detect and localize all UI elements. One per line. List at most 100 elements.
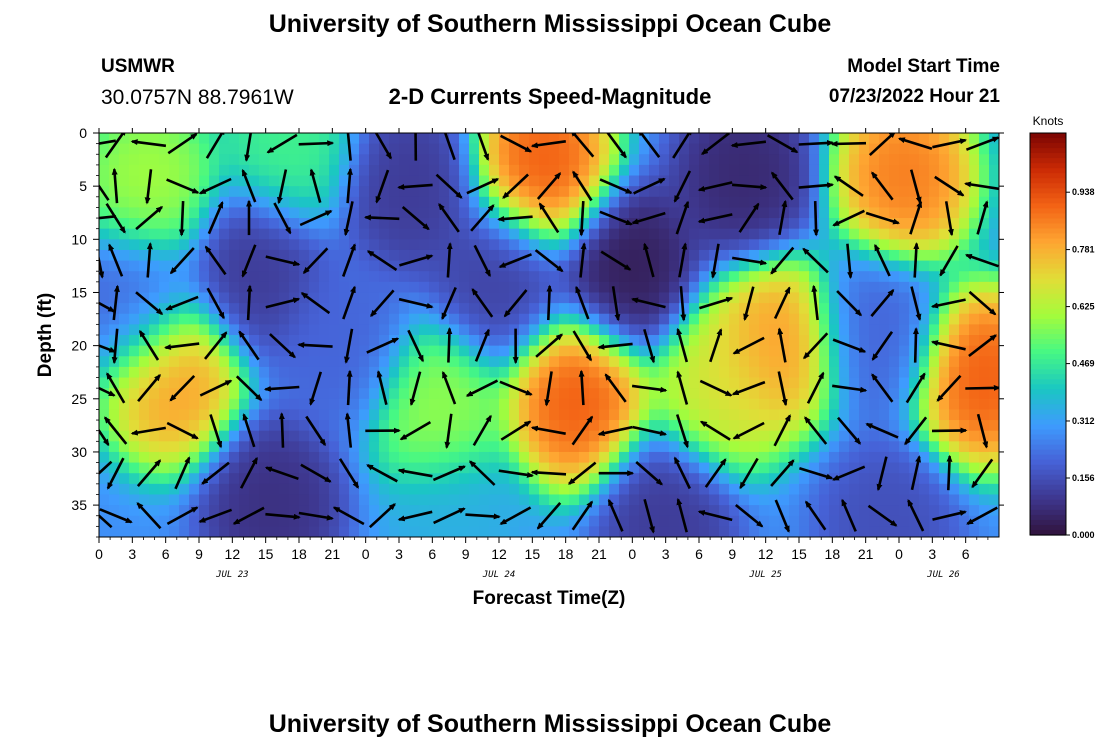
heatmap-cell [659, 324, 670, 336]
heatmap-cell [459, 313, 470, 325]
heatmap-cell [719, 271, 730, 283]
heatmap-cell [489, 207, 500, 219]
heatmap-cell [849, 133, 860, 145]
current-vector-arrow [136, 502, 162, 530]
heatmap-cell [139, 154, 150, 166]
current-vector-arrow [302, 247, 329, 274]
heatmap-cell [289, 409, 300, 421]
heatmap-cell [669, 335, 680, 347]
heatmap-cell [149, 260, 160, 272]
heatmap-cell [159, 228, 170, 240]
heatmap-cell [219, 218, 230, 230]
x-tick-label: 15 [258, 546, 274, 562]
heatmap-cell [259, 260, 270, 272]
heatmap-cell [119, 366, 130, 379]
heatmap-cell [659, 292, 670, 304]
heatmap-cell [829, 164, 840, 177]
heatmap-cell [649, 409, 660, 421]
heatmap-cell [99, 335, 110, 347]
heatmap-cell [969, 483, 980, 496]
heatmap-cell [559, 494, 570, 506]
heatmap-cell [269, 526, 280, 537]
heatmap-cell [549, 462, 560, 474]
heatmap-cell [619, 366, 630, 379]
heatmap-cell [499, 164, 510, 177]
heatmap-cell [459, 398, 470, 411]
heatmap-cell [729, 186, 740, 198]
heatmap-cell [259, 175, 270, 187]
heatmap-cell [419, 292, 430, 304]
colorbar-step [1030, 509, 1066, 516]
heatmap-cell [619, 462, 630, 474]
current-vector-arrow [578, 201, 585, 237]
heatmap-cell [559, 441, 570, 453]
heatmap-cell [469, 292, 480, 304]
heatmap-cell [189, 494, 200, 506]
heatmap-cell [819, 473, 830, 485]
heatmap-cell [479, 345, 490, 357]
heatmap-cell [629, 505, 640, 517]
heatmap-cell [739, 260, 750, 272]
heatmap-cell [529, 409, 540, 421]
heatmap-cell [519, 303, 530, 315]
heatmap-cell [659, 271, 670, 283]
heatmap-cell [569, 398, 580, 411]
current-vector-arrow [471, 288, 494, 318]
current-vector-arrow [111, 167, 119, 204]
heatmap-cell [339, 260, 350, 272]
heatmap-cell [219, 451, 230, 464]
heatmap-cell [619, 398, 630, 411]
heatmap-cell [599, 164, 610, 177]
heatmap-cell [639, 303, 650, 315]
heatmap-cell [769, 281, 780, 294]
heatmap-cell [629, 356, 640, 368]
heatmap-cell [879, 483, 890, 496]
heatmap-cell [209, 430, 220, 442]
heatmap-cell [379, 260, 390, 272]
heatmap-cell [629, 398, 640, 411]
heatmap-cell [159, 335, 170, 347]
heatmap-cell [679, 409, 690, 421]
heatmap-cell [939, 356, 950, 368]
heatmap-cell [809, 260, 820, 272]
heatmap-cell [579, 133, 590, 145]
current-vector-arrow [277, 169, 288, 205]
heatmap-cell [159, 143, 170, 155]
heatmap-cell [349, 303, 360, 315]
heatmap-cell [299, 249, 310, 262]
heatmap-cell [399, 462, 410, 474]
heatmap-cell [629, 526, 640, 537]
heatmap-cell [739, 409, 750, 421]
current-vector-arrow [697, 510, 733, 522]
heatmap-cell [679, 451, 690, 464]
heatmap-cell [399, 356, 410, 368]
heatmap-cell [169, 377, 180, 389]
heatmap-cell [749, 356, 760, 368]
heatmap-cell [479, 175, 490, 187]
heatmap-cell [669, 196, 680, 209]
heatmap-cell [929, 143, 940, 155]
heatmap-cell [519, 451, 530, 464]
heatmap-cell [839, 388, 850, 400]
current-vector-arrow [499, 380, 533, 396]
heatmap-cell [129, 451, 140, 464]
heatmap-cell [899, 164, 910, 177]
heatmap-cell [799, 388, 810, 400]
heatmap-cell [759, 196, 770, 209]
heatmap-cell [929, 324, 940, 336]
heatmap-cell [989, 526, 999, 537]
heatmap-cell [119, 324, 130, 336]
heatmap-cell [679, 462, 690, 474]
heatmap-cell [869, 186, 880, 198]
heatmap-cell [669, 515, 680, 527]
heatmap-cell [469, 271, 480, 283]
heatmap-cell [539, 324, 550, 336]
heatmap-cell [839, 356, 850, 368]
current-vector-arrow [632, 425, 668, 437]
heatmap-cell [699, 366, 710, 379]
heatmap-cell [279, 228, 290, 240]
heatmap-cell [989, 313, 999, 325]
heatmap-cell [279, 154, 290, 166]
heatmap-cell [399, 175, 410, 187]
heatmap-cell [309, 239, 320, 251]
